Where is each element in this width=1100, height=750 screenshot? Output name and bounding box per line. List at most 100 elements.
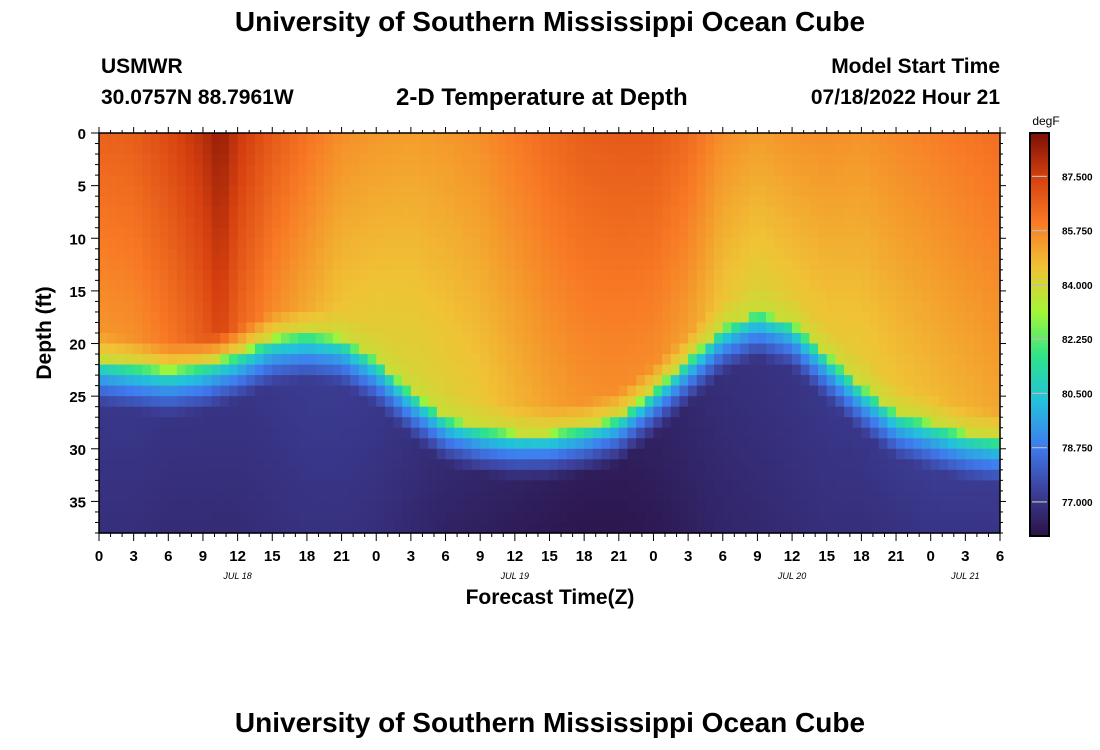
heatmap-cell [757, 248, 767, 260]
heatmap-cell [757, 459, 767, 471]
heatmap-cell [419, 238, 429, 250]
heatmap-cell [991, 522, 1001, 534]
heatmap-cell [176, 459, 187, 471]
heatmap-cell [722, 343, 733, 355]
heatmap-cell [662, 164, 672, 176]
heatmap-cell [887, 301, 897, 313]
heatmap-cell [887, 227, 897, 239]
heatmap-cell [246, 301, 256, 313]
heatmap-cell [263, 322, 273, 334]
heatmap-cell [688, 375, 698, 387]
heatmap-cell [861, 354, 871, 366]
heatmap-cell [436, 175, 447, 187]
heatmap-cell [800, 133, 810, 145]
heatmap-cell [306, 511, 317, 524]
heatmap-cell [272, 196, 282, 208]
heatmap-cell [384, 406, 395, 418]
heatmap-cell [948, 311, 958, 324]
heatmap-cell [965, 354, 975, 366]
heatmap-cell [254, 301, 265, 313]
heatmap-cell [315, 459, 325, 471]
heatmap-cell [549, 396, 559, 408]
heatmap-cell [540, 280, 551, 292]
heatmap-cell [584, 490, 594, 503]
heatmap-cell [740, 333, 750, 345]
heatmap-cell [454, 469, 464, 481]
heatmap-cell [194, 375, 204, 387]
heatmap-cell [298, 522, 308, 534]
heatmap-cell [185, 175, 195, 187]
heatmap-cell [384, 375, 395, 387]
heatmap-cell [497, 133, 507, 145]
heatmap-cell [653, 448, 663, 460]
heatmap-cell [150, 385, 161, 397]
heatmap-cell [826, 322, 836, 334]
heatmap-cell [662, 227, 672, 239]
heatmap-cell [168, 438, 178, 450]
heatmap-cell [818, 343, 828, 355]
heatmap-cell [228, 406, 239, 418]
heatmap-cell [800, 427, 810, 439]
heatmap-cell [428, 143, 438, 155]
heatmap-cell [514, 154, 525, 166]
heatmap-cell [523, 269, 533, 281]
heatmap-cell [618, 206, 629, 218]
heatmap-cell [740, 459, 750, 471]
heatmap-cell [670, 143, 681, 155]
heatmap-cell [280, 227, 291, 239]
heatmap-cell [636, 459, 646, 471]
heatmap-cell [714, 448, 724, 460]
heatmap-cell [922, 269, 932, 281]
heatmap-cell [653, 290, 663, 303]
heatmap-cell [289, 333, 299, 345]
heatmap-cell [185, 333, 195, 345]
heatmap-cell [601, 490, 611, 503]
heatmap-cell [350, 417, 360, 429]
heatmap-cell [592, 269, 603, 281]
heatmap-cell [384, 427, 395, 439]
heatmap-cell [991, 501, 1001, 513]
heatmap-cell [150, 185, 161, 197]
heatmap-cell [740, 164, 750, 176]
heatmap-cell [766, 522, 776, 534]
heatmap-cell [116, 438, 126, 450]
heatmap-cell [272, 364, 282, 376]
heatmap-cell [558, 396, 568, 408]
heatmap-cell [393, 459, 403, 471]
heatmap-cell [159, 301, 169, 313]
heatmap-cell [714, 469, 724, 481]
heatmap-cell [826, 227, 836, 239]
heatmap-cell [974, 406, 984, 418]
heatmap-cell [870, 343, 880, 355]
heatmap-cell [688, 248, 698, 260]
heatmap-cell [185, 396, 195, 408]
heatmap-cell [904, 480, 914, 492]
heatmap-cell [298, 480, 308, 492]
heatmap-cell [246, 133, 256, 145]
heatmap-cell [670, 354, 681, 366]
heatmap-cell [428, 290, 438, 303]
heatmap-cell [436, 154, 447, 166]
heatmap-cell [254, 269, 265, 281]
heatmap-cell [358, 459, 369, 471]
heatmap-cell [124, 511, 135, 524]
heatmap-cell [800, 333, 810, 345]
heatmap-cell [826, 385, 836, 397]
heatmap-cell [246, 206, 256, 218]
heatmap-cell [766, 185, 776, 197]
heatmap-cell [306, 206, 317, 218]
heatmap-cell [367, 269, 377, 281]
heatmap-cell [740, 427, 750, 439]
heatmap-cell [358, 354, 369, 366]
heatmap-cell [419, 133, 429, 145]
heatmap-cell [766, 301, 776, 313]
heatmap-cell [358, 322, 369, 334]
heatmap-cell [462, 333, 473, 345]
heatmap-cell [298, 280, 308, 292]
heatmap-cell [116, 385, 126, 397]
heatmap-cell [818, 511, 828, 524]
heatmap-cell [627, 290, 637, 303]
heatmap-cell [705, 259, 715, 271]
heatmap-cell [514, 238, 525, 250]
heatmap-cell [341, 354, 351, 366]
